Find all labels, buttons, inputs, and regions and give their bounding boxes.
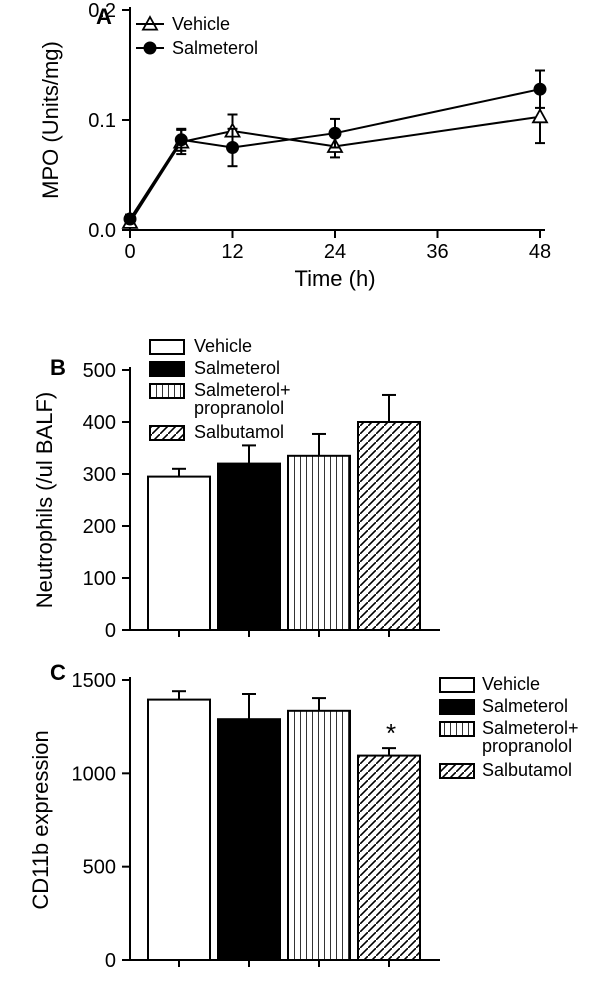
svg-text:Neutrophils (/ul BALF): Neutrophils (/ul BALF) [32,392,57,608]
svg-text:48: 48 [529,241,551,263]
svg-text:Salbutamol: Salbutamol [482,760,572,780]
panel-a-label: A [96,4,112,30]
svg-text:0: 0 [124,241,135,263]
svg-text:Salmeterol+: Salmeterol+ [194,380,291,400]
svg-text:36: 36 [426,241,448,263]
svg-text:0: 0 [105,950,116,972]
svg-text:Salmeterol: Salmeterol [482,696,568,716]
svg-text:300: 300 [83,464,116,486]
svg-text:1000: 1000 [72,763,117,785]
svg-text:propranolol: propranolol [194,398,284,418]
svg-text:*: * [386,718,396,748]
svg-text:0.1: 0.1 [88,110,116,132]
panel-c-svg: 050010001500CD11b expression*VehicleSalm… [0,660,600,982]
svg-text:Vehicle: Vehicle [172,14,230,34]
svg-text:MPO (Units/mg): MPO (Units/mg) [38,41,63,199]
svg-text:0: 0 [105,620,116,642]
svg-text:0.0: 0.0 [88,220,116,242]
panel-b: B 0 100 200 300 400 500 Neutrophils (/ul BALF)… [0,330,600,650]
svg-text:500: 500 [83,857,116,879]
svg-text:Vehicle: Vehicle [482,674,540,694]
svg-text:Salbutamol: Salbutamol [194,422,284,442]
panel-c-label: C [50,660,66,686]
panel-a-svg: 0.00.10.2012243648Time (h)MPO (Units/mg)… [0,0,600,300]
panel-b-label: B [50,355,66,381]
svg-text:Vehicle: Vehicle [194,336,252,356]
svg-text:24: 24 [324,241,346,263]
svg-text:CD11b expression: CD11b expression [28,730,53,909]
svg-text:100: 100 [83,568,116,590]
panel-a: A 0.00.10.2012243648Time (h)MPO (Units/m… [0,0,600,300]
panel-c: C 050010001500CD11b expression*VehicleSa… [0,660,600,982]
svg-text:Salmeterol+: Salmeterol+ [482,718,579,738]
svg-text:500: 500 [83,360,116,382]
svg-text:Salmeterol: Salmeterol [194,358,280,378]
svg-text:12: 12 [221,241,243,263]
svg-text:Time (h): Time (h) [294,266,375,291]
svg-text:Salmeterol: Salmeterol [172,38,258,58]
svg-text:400: 400 [83,412,116,434]
svg-text:200: 200 [83,516,116,538]
svg-text:1500: 1500 [72,670,117,692]
svg-text:propranolol: propranolol [482,736,572,756]
panel-b-svg: 0 100 200 300 400 500 Neutrophils (/ul BALF) Ve… [0,330,600,650]
